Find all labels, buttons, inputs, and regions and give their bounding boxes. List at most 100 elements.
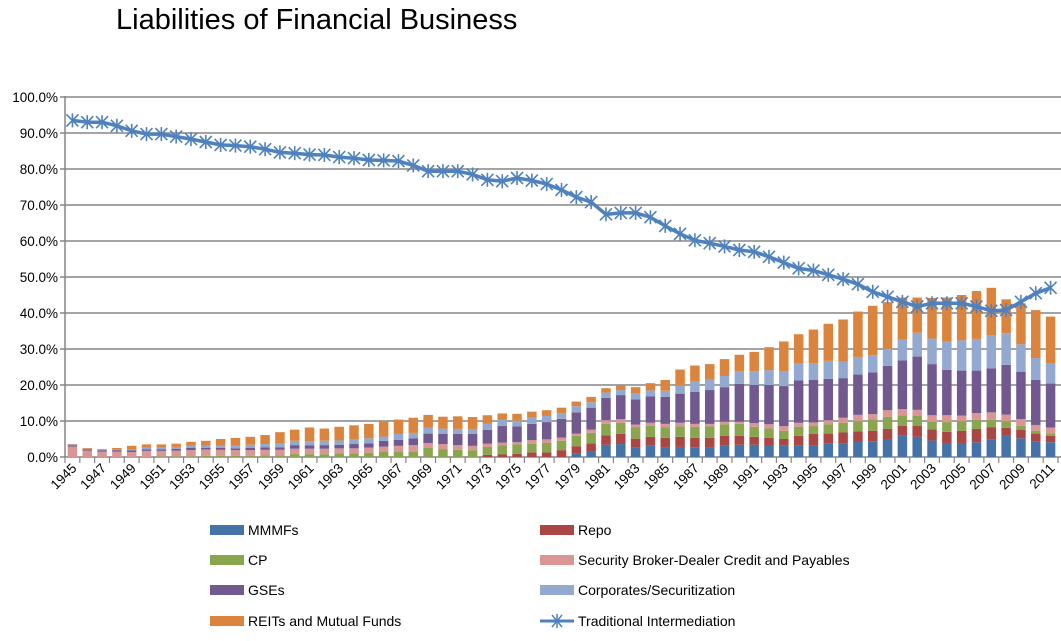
bar-security-broker-dealer-credit-and-payables (275, 449, 285, 456)
bar-repo (541, 452, 552, 457)
bar-repo (719, 435, 730, 446)
bar-repo (838, 432, 848, 444)
bar-security-broker-dealer-credit-and-payables (867, 414, 878, 420)
line-marker (940, 296, 954, 311)
bar-mmmfs (779, 445, 789, 457)
bar-reits-and-mutual-funds (289, 429, 300, 441)
bar-cp (749, 426, 759, 437)
bar-security-broker-dealer-credit-and-payables (453, 445, 463, 450)
bar-gses (97, 450, 107, 452)
y-tick-label: 50.0% (20, 270, 58, 285)
bar-corporates-securitization (942, 341, 952, 370)
bar-corporates-securitization (319, 440, 330, 446)
bar-gses (82, 449, 92, 451)
bar-reits-and-mutual-funds (571, 401, 582, 407)
x-tick-label: 1985 (641, 461, 673, 493)
line-marker (762, 249, 776, 264)
bar-security-broker-dealer-credit-and-payables (601, 420, 611, 424)
bar-gses (393, 439, 404, 446)
line-marker (214, 137, 228, 152)
line-marker (836, 272, 850, 287)
bar-cp (319, 454, 330, 457)
bar-corporates-securitization (423, 427, 433, 434)
bar-reits-and-mutual-funds (779, 341, 789, 371)
legend-label: Traditional Intermediation (578, 613, 736, 629)
legend-swatch-icon (210, 525, 244, 535)
bar-reits-and-mutual-funds (867, 305, 878, 356)
bar-corporates-securitization (912, 332, 922, 357)
x-tick-label: 1973 (463, 461, 495, 493)
bar-reits-and-mutual-funds (734, 354, 745, 372)
bar-mmmfs (867, 441, 878, 457)
bar-reits-and-mutual-funds (186, 441, 196, 446)
bar-security-broker-dealer-credit-and-payables (541, 439, 552, 443)
bar-security-broker-dealer-credit-and-payables (171, 450, 181, 457)
bar-gses (660, 396, 670, 424)
bar-gses (719, 387, 730, 422)
bar-mmmfs (690, 447, 700, 457)
bar-repo (630, 438, 641, 448)
legend-label: REITs and Mutual Funds (248, 613, 402, 629)
line-marker (1044, 280, 1058, 295)
bar-cp (364, 452, 374, 457)
bar-repo (1016, 429, 1026, 439)
bar-reits-and-mutual-funds (616, 385, 626, 391)
bar-cp (349, 453, 359, 457)
bar-gses (304, 445, 315, 449)
x-tick-label: 1947 (77, 461, 109, 493)
bar-reits-and-mutual-funds (334, 426, 344, 441)
bar-corporates-securitization (660, 390, 670, 397)
line-marker (703, 236, 717, 251)
x-tick-label: 1999 (848, 461, 880, 493)
bar-reits-and-mutual-funds (319, 428, 330, 441)
bar-cp (734, 423, 745, 436)
bar-reits-and-mutual-funds (260, 435, 270, 445)
x-tick-label: 2007 (967, 461, 999, 493)
line-marker (495, 174, 509, 189)
x-tick-label: 1959 (255, 461, 287, 493)
bar-security-broker-dealer-credit-and-payables (1001, 414, 1011, 422)
bar-cp (245, 455, 256, 457)
bar-repo (882, 428, 893, 439)
line-marker (466, 167, 480, 182)
bar-gses (467, 433, 478, 446)
line-marker (673, 226, 687, 241)
x-tick-label: 2001 (878, 461, 910, 493)
bar-reits-and-mutual-funds (438, 416, 448, 429)
legend-item: Repo (540, 522, 611, 538)
bar-gses (541, 422, 552, 440)
bar-corporates-securitization (838, 361, 848, 379)
bar-cp (423, 447, 433, 457)
bar-reits-and-mutual-funds (453, 416, 463, 429)
bar-corporates-securitization (527, 417, 537, 424)
x-tick-label: 1991 (729, 461, 761, 493)
bar-gses (779, 386, 789, 427)
bar-corporates-securitization (927, 338, 937, 365)
bar-corporates-securitization (675, 385, 685, 394)
bar-reits-and-mutual-funds (853, 311, 863, 357)
bar-mmmfs (1045, 442, 1056, 457)
bar-mmmfs (912, 436, 922, 457)
bar-mmmfs (704, 447, 715, 457)
bar-mmmfs (956, 442, 967, 457)
line-marker (717, 239, 732, 254)
bar-corporates-securitization (408, 432, 419, 439)
bar-gses (319, 445, 330, 449)
line-marker (510, 171, 524, 185)
line-traditional-intermediation (72, 118, 1052, 313)
bar-corporates-securitization (97, 449, 107, 451)
bar-corporates-securitization (453, 428, 463, 434)
line-marker (347, 151, 361, 166)
bar-repo (734, 435, 745, 445)
line-marker (880, 289, 895, 304)
bar-reits-and-mutual-funds (215, 439, 226, 446)
bar-gses (956, 370, 967, 416)
bar-cp (586, 432, 596, 444)
bar-mmmfs (942, 442, 952, 457)
bar-cp (986, 419, 997, 428)
bar-corporates-securitization (586, 402, 596, 408)
bar-corporates-securitization (897, 339, 908, 361)
bar-security-broker-dealer-credit-and-payables (245, 450, 256, 456)
line-marker (451, 164, 465, 179)
bar-repo (912, 425, 922, 437)
